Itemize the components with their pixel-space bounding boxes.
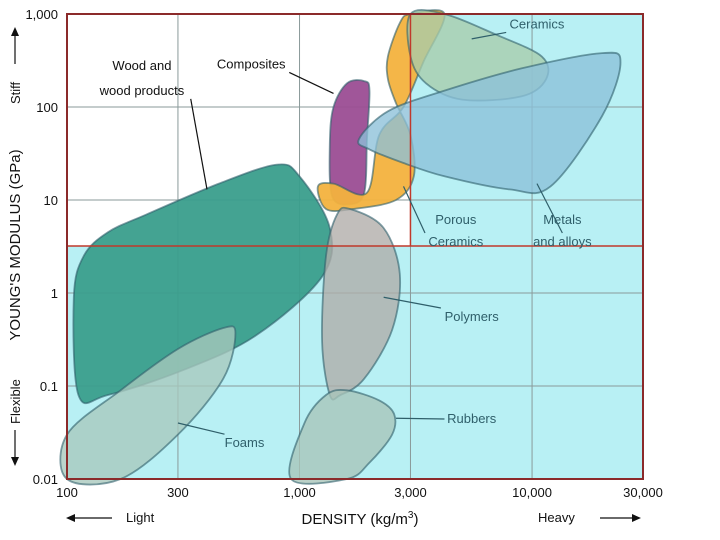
region-label-and-alloys: and alloys — [533, 234, 592, 249]
y-direction-high: Stiff — [8, 81, 23, 104]
y-tick-labels: 0.01 0.1 1 10 100 1,000 — [25, 7, 58, 487]
x-tick-label: 300 — [167, 485, 189, 500]
region-label-polymers: Polymers — [445, 309, 500, 324]
leader-composites — [288, 71, 334, 94]
y-axis-title: YOUNG'S MODULUS (GPa) — [7, 149, 24, 340]
region-polymers — [321, 206, 402, 401]
x-direction-high: Heavy — [538, 510, 575, 525]
x-tick-label: 10,000 — [512, 485, 552, 500]
y-tick-label: 10 — [44, 193, 58, 208]
light-direction-arrow — [66, 514, 112, 522]
x-tick-label: 1,000 — [283, 485, 316, 500]
material-regions — [59, 9, 622, 486]
x-axis-title: DENSITY (kg/m3) — [302, 510, 419, 528]
region-label-metals: Metals — [543, 212, 582, 227]
region-foams — [59, 325, 237, 486]
stiff-direction-arrow — [11, 27, 19, 64]
y-tick-label: 100 — [36, 100, 58, 115]
leader-ceramics — [402, 186, 426, 234]
leader-rubbers — [396, 417, 445, 420]
y-tick-label: 1,000 — [25, 7, 58, 22]
x-axis-title-sup: 3 — [408, 510, 414, 521]
plot-frame — [66, 13, 644, 480]
heavy-direction-arrow — [600, 514, 641, 522]
region-label-porous: Porous — [435, 212, 477, 227]
x-tick-label: 100 — [56, 485, 78, 500]
x-tick-label: 30,000 — [623, 485, 663, 500]
x-direction-low: Light — [126, 510, 155, 525]
leader-ceramics — [471, 31, 507, 40]
x-axis-title-end: ) — [413, 511, 418, 528]
x-tick-labels: 100 300 1,000 3,000 10,000 30,000 — [56, 485, 663, 500]
region-label-foams: Foams — [225, 435, 265, 450]
y-tick-label: 1 — [51, 286, 58, 301]
y-tick-label: 0.1 — [40, 379, 58, 394]
region-label-rubbers: Rubbers — [447, 411, 497, 426]
label-leaders — [177, 31, 563, 435]
y-direction-low: Flexible — [8, 379, 23, 424]
threshold-lines — [67, 14, 643, 247]
leader-foams — [177, 422, 225, 435]
leader-polymers — [383, 296, 441, 309]
region-label-wood-products: wood products — [99, 83, 185, 98]
region-label-wood-and: Wood and — [112, 58, 171, 73]
leader-wood-products — [190, 98, 208, 190]
region-labels: Composites Wood and wood products Ceramics P… — [99, 16, 592, 450]
y-tick-label: 0.01 — [33, 472, 58, 487]
flexible-direction-arrow — [11, 430, 19, 466]
region-label-composites: Composites — [217, 56, 286, 71]
region-rubbers — [288, 388, 397, 485]
region-label-ceramics: Ceramics — [428, 234, 483, 249]
region-composites — [328, 79, 371, 206]
region-label-ceramics: Ceramics — [510, 16, 565, 31]
x-tick-label: 3,000 — [394, 485, 427, 500]
leader-and-alloys — [536, 183, 563, 234]
region-metals-and-alloys — [357, 51, 622, 195]
